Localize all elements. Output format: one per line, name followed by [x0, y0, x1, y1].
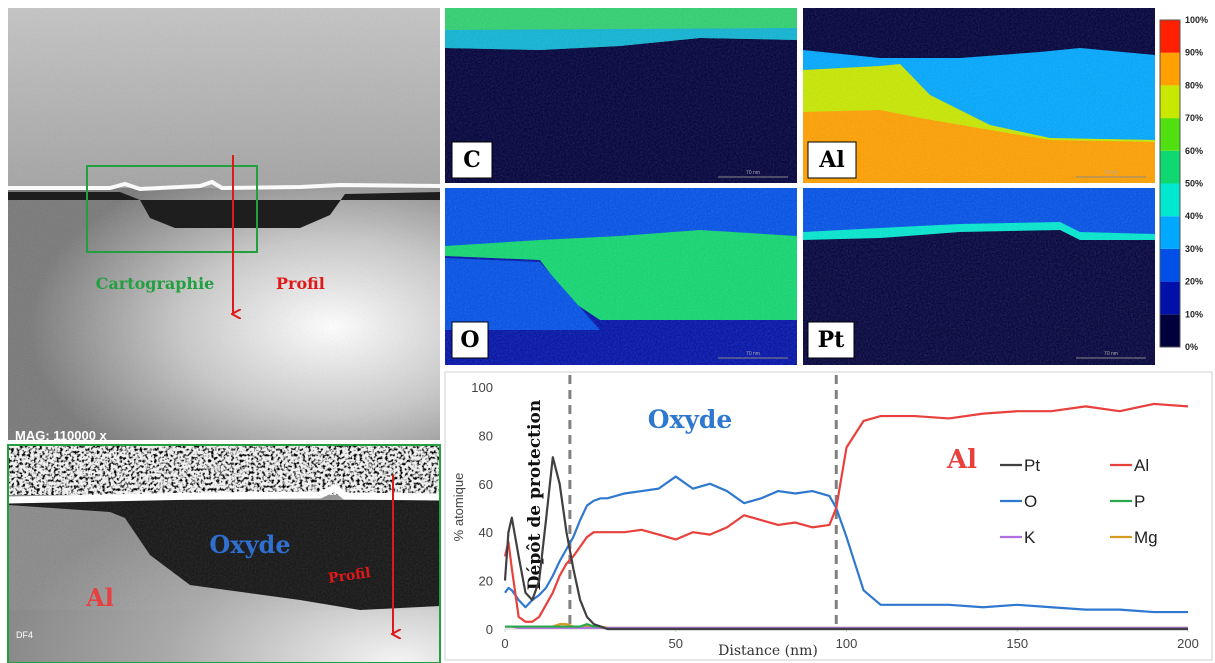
y-tick-label: 0: [486, 622, 493, 637]
legend-label: P: [1134, 492, 1145, 511]
colorbar-band: [1160, 118, 1180, 151]
map-o: O 70 nm: [445, 188, 797, 365]
legend-label: Al: [1134, 456, 1149, 475]
profile-label: Profil: [276, 274, 325, 293]
colorbar-tick-label: 60%: [1185, 146, 1203, 156]
colorbar-band: [1160, 150, 1180, 184]
y-tick-label: 20: [479, 574, 493, 589]
colorbar-tick-label: 100%: [1185, 15, 1208, 25]
legend-label: Mg: [1134, 528, 1158, 547]
colorbar: 0% 10% 20% 30% 40% 50% 60% 70% 80% 90% 100%: [1159, 15, 1208, 352]
legend-label: O: [1024, 492, 1037, 511]
annotation: Oxyde: [648, 405, 733, 434]
profile-label: Profil: [327, 565, 372, 587]
y-tick-label: 60: [479, 477, 493, 492]
x-tick-label: 100: [836, 636, 858, 651]
colorbar-tick-label: 80%: [1185, 80, 1203, 90]
colorbar-tick-label: 30%: [1185, 244, 1203, 254]
series-line: [503, 402, 1189, 623]
x-tick-label: 150: [1006, 636, 1028, 651]
legend-label: Pt: [1024, 456, 1040, 475]
map-c: C 70 nm: [445, 8, 797, 183]
colorbar-tick-label: 40%: [1185, 211, 1203, 221]
y-tick-label: 100: [471, 380, 493, 395]
colorbar-tick-label: 20%: [1185, 277, 1203, 287]
x-tick-label: 50: [669, 636, 683, 651]
x-tick-label: 0: [501, 636, 508, 651]
legend-label: K: [1024, 528, 1036, 547]
colorbar-band: [1160, 52, 1180, 86]
y-axis-label: % atomique: [451, 473, 466, 542]
series-line: [505, 625, 1188, 629]
map-label: Pt: [818, 327, 846, 353]
y-tick-label: 80: [479, 428, 493, 443]
colorbar-band: [1160, 20, 1180, 53]
colorbar-tick-label: 70%: [1185, 113, 1203, 123]
colorbar-band: [1160, 183, 1180, 217]
sem-image: Cartographie Profil MAG: 110000 x: [8, 8, 441, 443]
metal-label: Al: [85, 583, 114, 612]
series-line: [503, 456, 1188, 631]
detail-image: Oxyde Profil Al DF4: [7, 444, 441, 663]
colorbar-tick-label: 10%: [1185, 309, 1203, 319]
colorbar-band: [1160, 248, 1180, 282]
colorbar-tick-label: 50%: [1185, 179, 1203, 189]
colorbar-tick-label: 90%: [1185, 48, 1203, 58]
map-label: Al: [818, 147, 844, 173]
colorbar-band: [1160, 314, 1180, 347]
y-tick-label: 40: [479, 525, 493, 540]
colorbar-frame: [1159, 19, 1181, 348]
scale-label: 70 nm: [1104, 351, 1118, 357]
x-axis-label: Distance (nm): [718, 643, 818, 659]
oxide-label: Oxyde: [209, 530, 290, 559]
map-label: Cartographie: [96, 274, 215, 293]
series-line: [504, 475, 1188, 614]
colorbar-band: [1160, 85, 1180, 119]
image-tag: DF4: [16, 630, 33, 640]
colorbar-band: [1160, 281, 1180, 315]
map-label: O: [460, 327, 479, 353]
profile-chart: % atomique Distance (nm) Dépôt de protec…: [444, 371, 1213, 661]
scale-label: 70 nm: [1104, 170, 1118, 176]
map-label: C: [463, 147, 481, 173]
colorbar-band: [1160, 216, 1180, 249]
map-al: Al 70 nm: [803, 8, 1155, 183]
annotation: Al: [946, 445, 977, 475]
map-pt: Pt 70 nm: [803, 188, 1155, 365]
magnification: MAG: 110000 x: [15, 428, 108, 443]
x-tick-label: 200: [1177, 636, 1199, 651]
scale-label: 70 nm: [746, 351, 760, 357]
scale-label: 70 nm: [746, 170, 760, 176]
annotation: Dépôt de protection: [525, 400, 545, 590]
colorbar-tick-label: 0%: [1185, 342, 1198, 352]
